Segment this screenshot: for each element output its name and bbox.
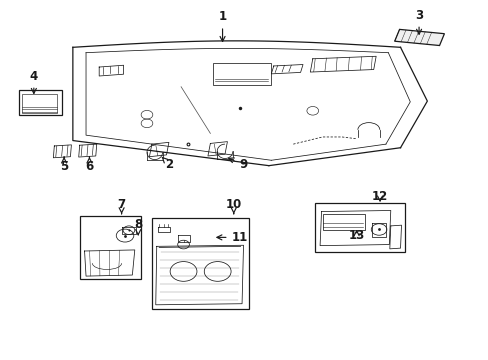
- Text: 10: 10: [225, 198, 242, 214]
- Bar: [315, 203, 405, 252]
- Text: 13: 13: [348, 229, 364, 242]
- Bar: [322, 215, 365, 230]
- Text: 1: 1: [218, 10, 226, 41]
- Text: 11: 11: [217, 231, 247, 244]
- Text: 6: 6: [85, 157, 93, 173]
- Text: 4: 4: [30, 69, 38, 94]
- Text: 7: 7: [117, 198, 125, 214]
- Text: 5: 5: [60, 157, 68, 173]
- Bar: [212, 63, 271, 85]
- Text: 2: 2: [162, 157, 173, 171]
- Text: 8: 8: [134, 218, 142, 235]
- Text: 3: 3: [414, 9, 422, 34]
- Bar: [19, 90, 62, 116]
- Text: 9: 9: [228, 158, 247, 171]
- Bar: [22, 94, 57, 113]
- Bar: [80, 216, 141, 279]
- Polygon shape: [394, 30, 444, 45]
- Text: 12: 12: [371, 190, 387, 203]
- Bar: [152, 218, 249, 309]
